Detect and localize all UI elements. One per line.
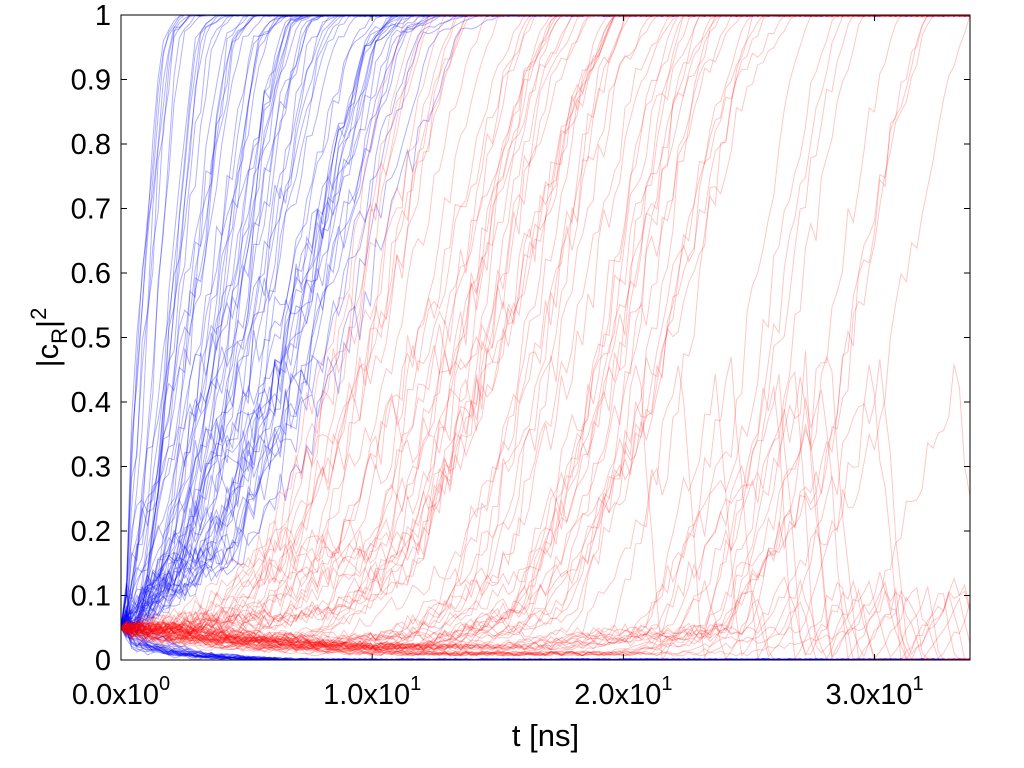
trajectory-line bbox=[120, 14, 971, 645]
tick-labels: 0 0.1 0.2 0.3 0.4 0.5 0.6 0.7 0.8 0.9 1 0.0x100 1.0x… bbox=[71, 0, 924, 711]
axes bbox=[120, 14, 971, 661]
trajectory-line bbox=[120, 14, 970, 651]
x-axis-title: t [ns] bbox=[512, 718, 579, 753]
trajectory-line bbox=[120, 14, 971, 629]
x-tick-label: 0.0x100 bbox=[72, 673, 170, 711]
trajectory-line bbox=[120, 373, 971, 661]
y-axis-title-tail: | bbox=[30, 320, 65, 328]
trajectory-line bbox=[120, 359, 971, 657]
trajectory-line bbox=[120, 350, 971, 661]
trajectory-line bbox=[120, 14, 971, 645]
trajectory-line bbox=[120, 356, 970, 661]
trajectory-line bbox=[120, 364, 971, 657]
trajectory-line bbox=[120, 14, 971, 652]
trajectory-line bbox=[120, 355, 971, 661]
trajectory-line bbox=[120, 370, 970, 661]
trajectory-line bbox=[120, 14, 971, 651]
trajectory-line bbox=[120, 14, 970, 652]
trajectory-line bbox=[120, 14, 971, 652]
trajectory-line bbox=[120, 14, 971, 634]
trajectory-line bbox=[120, 14, 971, 652]
trajectory-line bbox=[120, 14, 971, 651]
trajectory-line bbox=[120, 14, 971, 633]
x-tick-label: 3.0x101 bbox=[825, 673, 923, 711]
trajectory-line bbox=[120, 14, 971, 651]
trajectory-line bbox=[120, 14, 971, 646]
trajectory-line bbox=[120, 14, 971, 651]
trajectory-line bbox=[120, 14, 971, 651]
y-axis-title: |cR|2 bbox=[26, 308, 72, 368]
y-tick-label: 0.6 bbox=[71, 258, 111, 290]
y-axis-title-base: |c bbox=[30, 344, 65, 368]
trajectory-line bbox=[120, 14, 971, 652]
trajectory-line bbox=[120, 14, 971, 636]
x-tick-label: 2.0x101 bbox=[574, 673, 672, 711]
y-tick-label: 0.4 bbox=[71, 387, 111, 419]
trajectory-line bbox=[120, 14, 971, 652]
trajectory-line bbox=[120, 14, 971, 650]
trajectory-line bbox=[120, 14, 971, 651]
y-tick-label: 0.9 bbox=[71, 65, 111, 97]
y-axis-title-subscript: R bbox=[47, 328, 72, 344]
trajectory-line bbox=[120, 14, 970, 628]
x-tick-label: 1.0x101 bbox=[323, 673, 421, 711]
trajectory-line bbox=[120, 14, 970, 646]
y-tick-label: 1 bbox=[95, 0, 111, 32]
trajectory-line bbox=[120, 364, 971, 662]
y-axis-title-superscript: 2 bbox=[26, 308, 51, 320]
y-tick-label: 0.2 bbox=[71, 516, 111, 548]
trajectory-line bbox=[120, 374, 971, 661]
trajectory-line bbox=[120, 14, 971, 651]
y-tick-label: 0.5 bbox=[71, 323, 111, 355]
trajectory-line bbox=[120, 14, 971, 652]
y-tick-label: 0.3 bbox=[71, 452, 111, 484]
y-tick-label: 0.7 bbox=[71, 194, 111, 226]
trajectory-line bbox=[120, 14, 971, 636]
y-tick-label: 0.8 bbox=[71, 129, 111, 161]
trajectory-line bbox=[120, 14, 970, 629]
y-tick-label: 0.1 bbox=[71, 581, 111, 613]
trajectory-line bbox=[120, 14, 971, 635]
trajectory-line bbox=[120, 14, 971, 635]
trajectory-line bbox=[120, 14, 971, 635]
trajectory-line bbox=[120, 386, 971, 661]
trajectory-line bbox=[120, 376, 971, 661]
trajectory-line bbox=[120, 14, 971, 632]
trajectory-line bbox=[120, 14, 971, 652]
y-tick-label: 0 bbox=[95, 645, 111, 677]
blue-trajectories bbox=[120, 14, 971, 661]
trajectory-line bbox=[120, 389, 971, 662]
